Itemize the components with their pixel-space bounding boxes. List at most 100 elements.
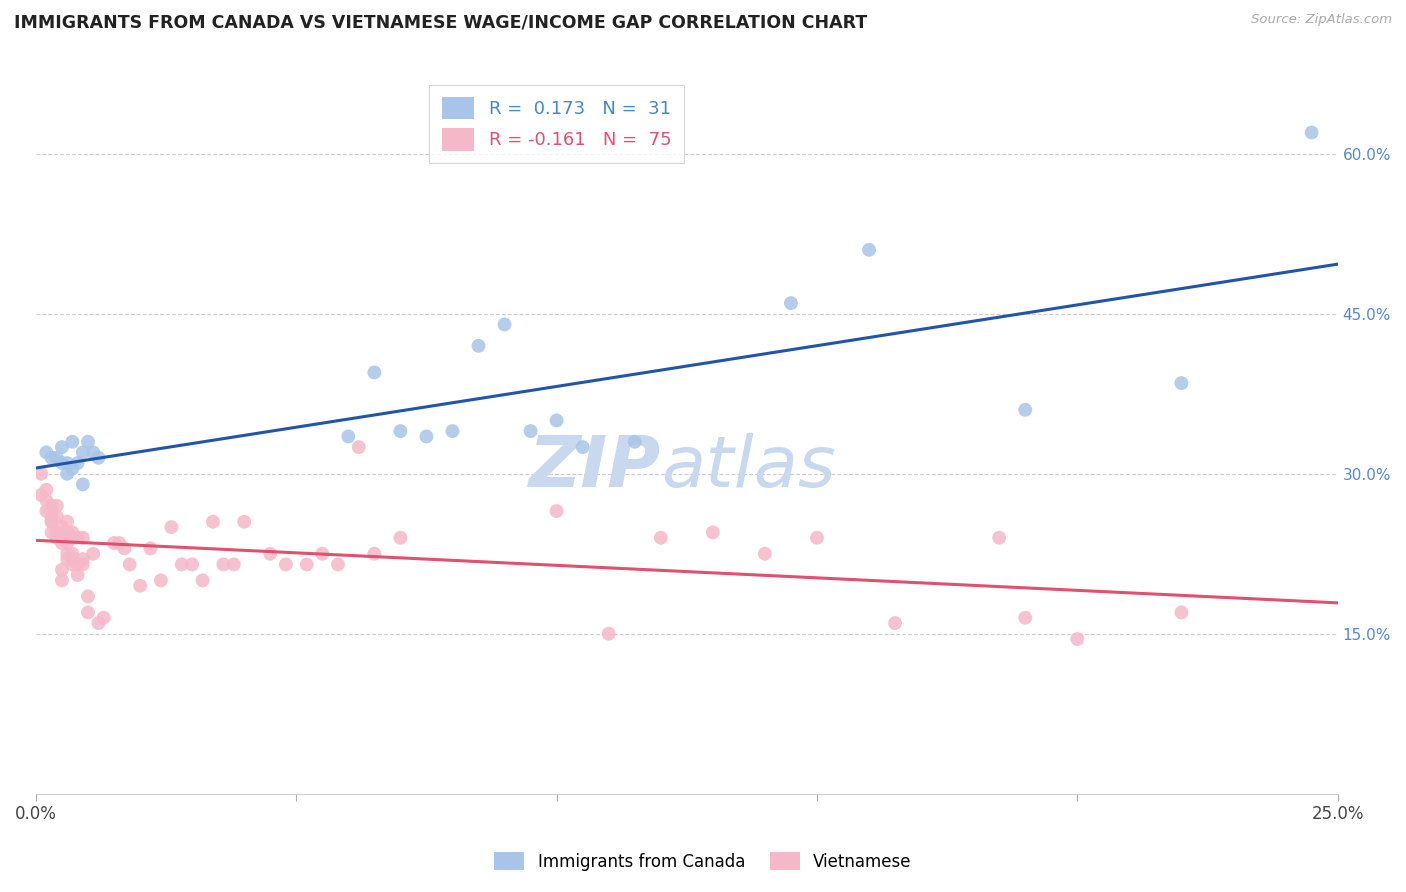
Point: [129, 579, 152, 593]
Point: [41, 515, 63, 529]
Point: [51, 531, 73, 545]
Point: [41, 525, 63, 540]
Point: [60, 552, 83, 566]
Point: [56, 547, 79, 561]
Point: [160, 520, 183, 534]
Point: [702, 525, 724, 540]
Point: [363, 547, 385, 561]
Point: [72, 552, 94, 566]
Point: [51, 574, 73, 588]
Point: [51, 520, 73, 534]
Point: [389, 531, 412, 545]
Point: [56, 552, 79, 566]
Point: [780, 296, 803, 310]
Point: [30, 488, 52, 502]
Point: [60, 531, 83, 545]
Point: [41, 450, 63, 465]
Point: [93, 611, 115, 625]
Point: [35, 493, 58, 508]
Point: [181, 558, 204, 572]
Point: [35, 445, 58, 459]
Point: [56, 525, 79, 540]
Point: [45, 525, 67, 540]
Point: [337, 429, 360, 443]
Point: [51, 563, 73, 577]
Point: [35, 504, 58, 518]
Point: [60, 434, 83, 449]
Point: [347, 440, 370, 454]
Point: [45, 531, 67, 545]
Point: [191, 574, 214, 588]
Point: [66, 568, 89, 582]
Point: [139, 541, 162, 556]
Point: [114, 541, 136, 556]
Point: [571, 440, 593, 454]
Point: [326, 558, 349, 572]
Point: [77, 590, 100, 604]
Point: [56, 456, 79, 470]
Point: [623, 434, 645, 449]
Point: [82, 445, 104, 459]
Point: [108, 536, 131, 550]
Point: [149, 574, 172, 588]
Point: [441, 424, 464, 438]
Point: [51, 536, 73, 550]
Point: [1014, 611, 1036, 625]
Text: Source: ZipAtlas.com: Source: ZipAtlas.com: [1251, 13, 1392, 27]
Point: [41, 515, 63, 529]
Point: [546, 413, 568, 427]
Legend: Immigrants from Canada, Vietnamese: Immigrants from Canada, Vietnamese: [486, 844, 920, 880]
Point: [41, 509, 63, 524]
Point: [806, 531, 828, 545]
Point: [222, 558, 245, 572]
Point: [467, 339, 489, 353]
Text: atlas: atlas: [661, 433, 835, 502]
Point: [103, 536, 125, 550]
Point: [77, 434, 100, 449]
Point: [56, 515, 79, 529]
Point: [60, 461, 83, 475]
Point: [35, 483, 58, 497]
Point: [56, 467, 79, 481]
Point: [858, 243, 880, 257]
Point: [494, 318, 516, 332]
Point: [389, 424, 412, 438]
Point: [87, 450, 110, 465]
Point: [45, 509, 67, 524]
Point: [311, 547, 333, 561]
Point: [72, 558, 94, 572]
Point: [60, 558, 83, 572]
Point: [1301, 126, 1323, 140]
Legend: R =  0.173   N =  31, R = -0.161   N =  75: R = 0.173 N = 31, R = -0.161 N = 75: [429, 85, 685, 163]
Point: [170, 558, 193, 572]
Point: [1066, 632, 1088, 646]
Point: [415, 429, 437, 443]
Point: [598, 626, 620, 640]
Text: IMMIGRANTS FROM CANADA VS VIETNAMESE WAGE/INCOME GAP CORRELATION CHART: IMMIGRANTS FROM CANADA VS VIETNAMESE WAG…: [14, 13, 868, 31]
Point: [77, 606, 100, 620]
Point: [45, 450, 67, 465]
Point: [1170, 376, 1192, 390]
Point: [212, 558, 235, 572]
Point: [1170, 606, 1192, 620]
Point: [72, 477, 94, 491]
Point: [66, 456, 89, 470]
Point: [201, 515, 224, 529]
Point: [233, 515, 256, 529]
Point: [66, 531, 89, 545]
Point: [66, 558, 89, 572]
Point: [41, 504, 63, 518]
Point: [650, 531, 672, 545]
Text: ZIP: ZIP: [529, 433, 661, 502]
Point: [295, 558, 318, 572]
Point: [30, 467, 52, 481]
Point: [519, 424, 541, 438]
Point: [45, 499, 67, 513]
Point: [988, 531, 1011, 545]
Point: [82, 547, 104, 561]
Point: [72, 445, 94, 459]
Point: [363, 366, 385, 380]
Point: [72, 531, 94, 545]
Point: [259, 547, 281, 561]
Point: [884, 615, 907, 630]
